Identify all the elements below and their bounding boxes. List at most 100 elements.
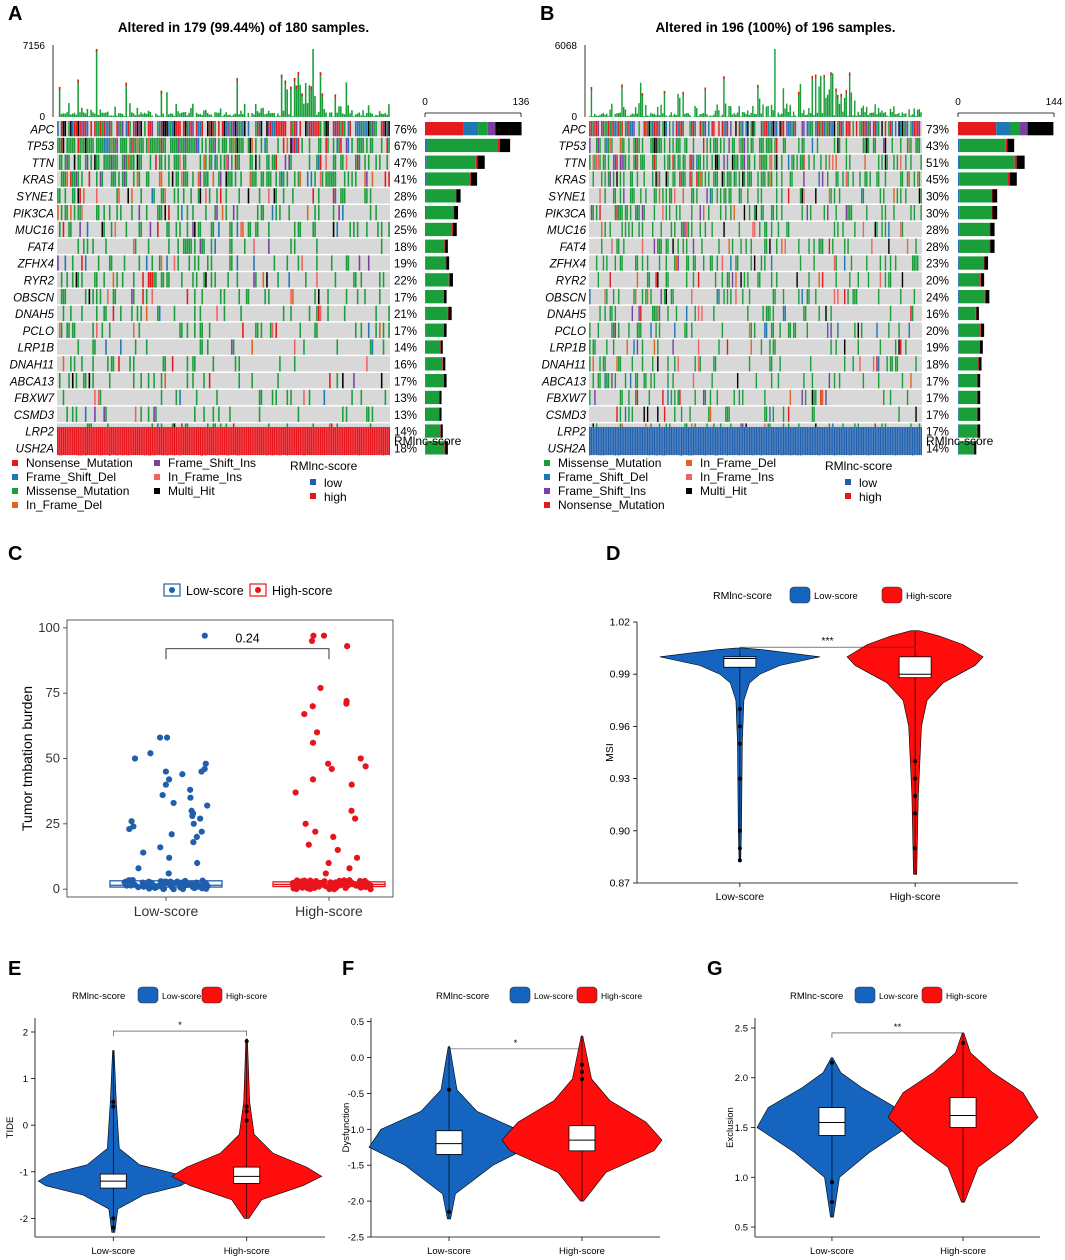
oncoplot-cell [609, 305, 611, 322]
gene-bar-segment [425, 390, 440, 405]
oncoplot-cell [121, 154, 124, 170]
oncoplot-cell [110, 137, 113, 154]
oncoplot-cell [327, 305, 329, 322]
oncoplot-cell [662, 188, 664, 204]
oncoplot-cell [658, 322, 661, 338]
oncoplot-cell [691, 171, 693, 187]
legend-label: Multi_Hit [168, 484, 215, 498]
gene-percent-label: 73% [926, 124, 949, 136]
oncoplot-cell [57, 205, 59, 221]
oncoplot-cell [66, 154, 68, 170]
oncoplot-cell [62, 137, 65, 154]
oncoplot-cell [97, 121, 100, 137]
oncoplot-cell [81, 121, 83, 137]
tmb-bar [377, 115, 379, 117]
oncoplot-cell [238, 356, 240, 372]
oncoplot-cell [94, 121, 96, 137]
oncoplot-cell [803, 373, 805, 389]
tmb-bar-nonsense [125, 82, 128, 86]
tmb-bar [380, 113, 383, 117]
oncoplot-cell [723, 221, 725, 238]
oncoplot-cell [131, 154, 133, 170]
gene-bar-segment [958, 273, 981, 287]
gene-bar-segment [439, 390, 442, 405]
oncoplot-cell [723, 289, 725, 305]
tmb-bar [90, 109, 92, 117]
oncoplot-cell [133, 171, 135, 187]
gene-bar-segment [425, 357, 426, 371]
oncoplot-cell [358, 121, 361, 137]
oncoplot-cell [665, 272, 668, 288]
oncoplot-cell [125, 154, 128, 170]
tmb-bar [784, 108, 786, 117]
oncoplot-cell [592, 373, 594, 389]
oncoplot-cell [83, 188, 85, 204]
data-point [309, 739, 317, 746]
oncoplot-cell [157, 121, 159, 137]
oncoplot-cell [349, 221, 351, 238]
tmb-bar [60, 114, 63, 117]
legend-label: High-score [906, 591, 952, 602]
oncoplot-cell [264, 289, 266, 305]
oncoplot-cell [249, 137, 252, 154]
tmb-bar [782, 88, 785, 117]
oncoplot-cell [177, 154, 179, 170]
gene-label-fat4: FAT4 [560, 242, 586, 254]
oncoplot-cell [791, 171, 793, 187]
gene-label-kras: KRAS [555, 175, 587, 187]
oncoplot-cell [131, 188, 133, 204]
oncoplot-cell [321, 171, 324, 187]
oncoplot-cell [711, 121, 713, 137]
oncoplot-cell [692, 238, 695, 254]
oncoplot-cell [314, 221, 316, 238]
data-point [193, 833, 200, 840]
tmb-bar [280, 74, 283, 117]
tmb-bar [129, 103, 131, 117]
oncoplot-cell [702, 154, 705, 170]
oncoplot-cell [733, 137, 735, 154]
oncoplot-cell [740, 137, 742, 154]
tmb-bar [340, 106, 342, 117]
oncoplot-cell [271, 389, 274, 406]
oncoplot-cell [219, 171, 222, 187]
oncoplot-cell [171, 356, 174, 372]
oncoplot-cell [905, 339, 907, 355]
data-point [343, 700, 350, 707]
y-tick-label: 0.90 [610, 825, 631, 837]
oncoplot-cell [730, 205, 732, 221]
oncoplot-cell [101, 322, 104, 338]
box [898, 656, 932, 679]
gene-bar-segment [445, 441, 448, 455]
oncoplot-cell [813, 389, 815, 406]
oncoplot-cell [708, 205, 710, 221]
tmb-bar [600, 114, 603, 117]
gene-label-obscn: OBSCN [13, 292, 55, 304]
data-point [302, 820, 309, 827]
oncoplot-cell [212, 137, 215, 154]
oncoplot-cell [655, 272, 657, 288]
tmb-bar-nonsense [301, 93, 303, 97]
oncoplot-cell [268, 121, 270, 137]
oncoplot-cell [884, 221, 887, 238]
gene-bar-segment [1007, 172, 1010, 186]
oncoplot-cell [691, 289, 693, 305]
oncoplot-cell [838, 137, 841, 154]
data-point [179, 771, 186, 778]
oncoplot-cell [711, 188, 713, 204]
oncoplot-cell [225, 121, 228, 137]
oncoplot-cell [367, 322, 370, 338]
oncoplot-cell [621, 137, 623, 154]
outlier-point [961, 1040, 966, 1045]
oncoplot-cell [716, 137, 718, 154]
tmb-bar [114, 106, 116, 117]
oncoplot-cell [643, 121, 645, 137]
oncoplot-cell [188, 121, 191, 137]
oncoplot-cell [186, 289, 189, 305]
oncoplot-cell [652, 171, 654, 187]
gene-label-tp53: TP53 [27, 141, 55, 153]
legend-swatch [154, 474, 160, 480]
oncoplot-cell [635, 154, 637, 170]
oncoplot-cell [379, 154, 381, 170]
legend-key-box [163, 583, 181, 597]
oncoplot-cell [658, 137, 661, 154]
